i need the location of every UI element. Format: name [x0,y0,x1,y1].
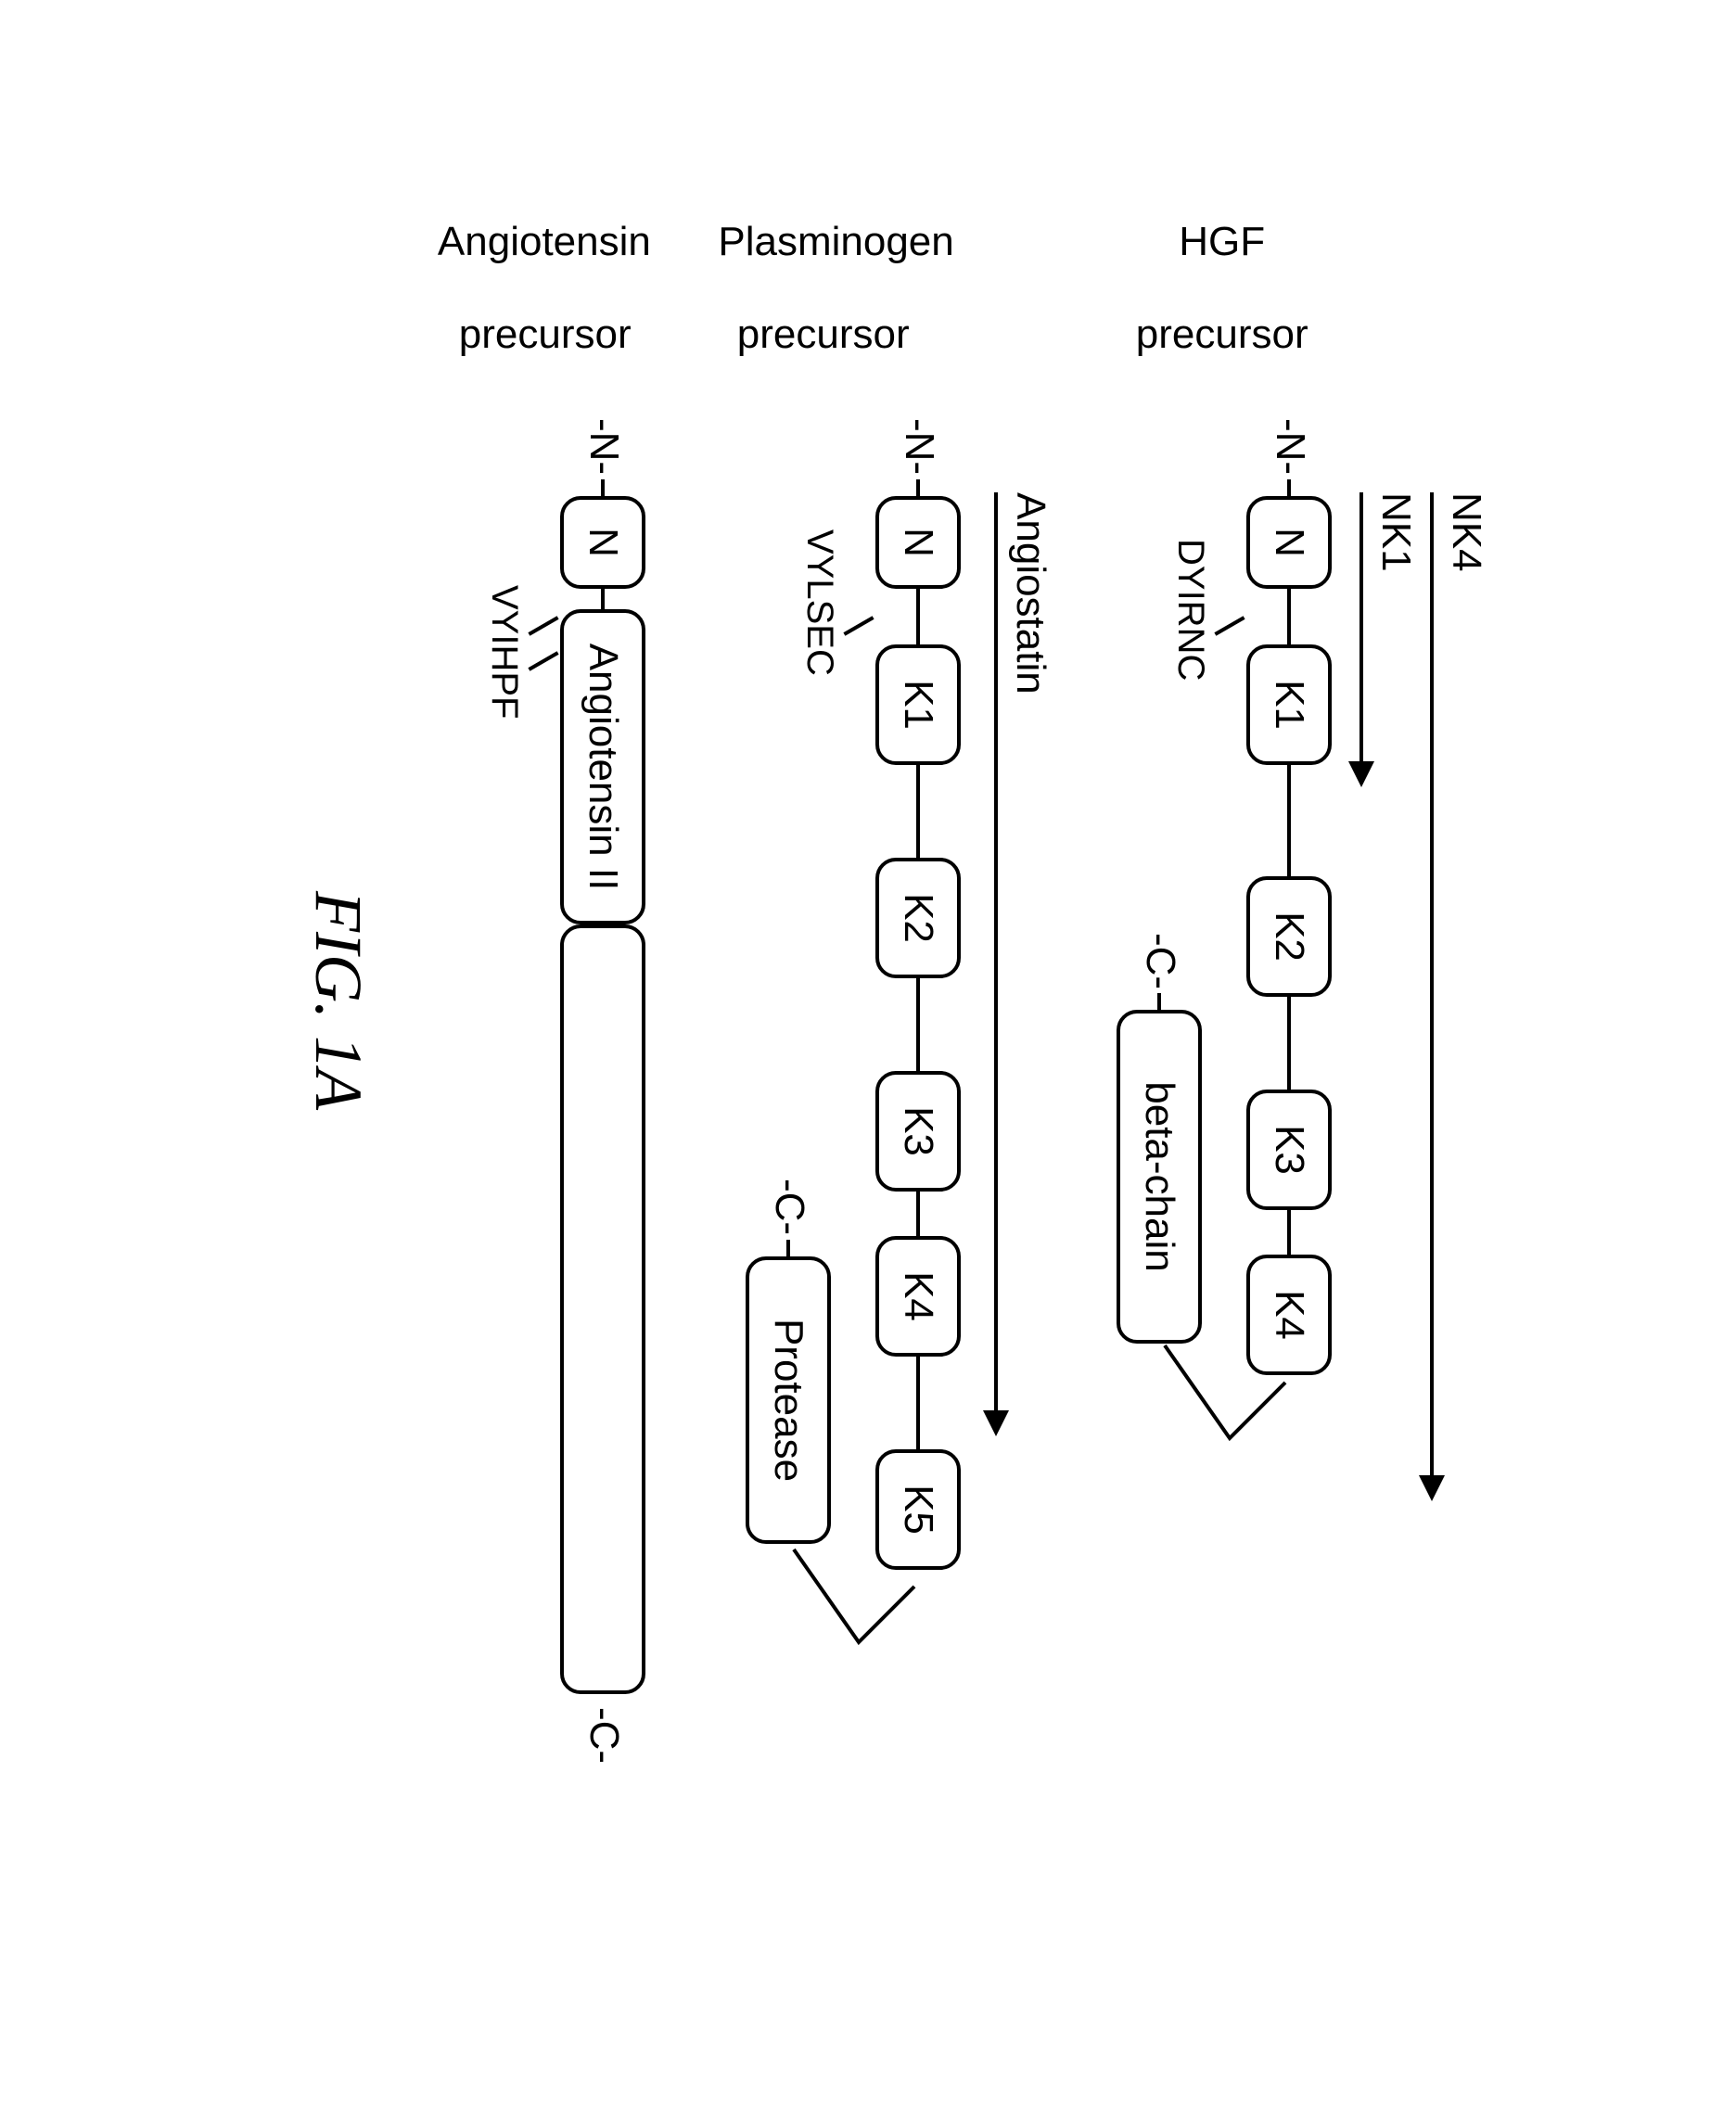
seq-hgf: DYIRNC [1169,539,1211,681]
domain-k2-hgf: K2 [1246,876,1332,997]
tick-at-1 [528,616,558,635]
vlabel-at-1: Angiotensin [438,219,651,264]
domain-k3-hgf: K3 [1246,1090,1332,1210]
chain-pg-bottom: Protease [746,1240,831,1544]
domain-angiotensin-ii: Angiotensin II [560,609,645,924]
domain-tail-at [560,924,645,1694]
domain-n-hgf: N [1246,496,1332,589]
arrow-head-angiostatin [983,1410,1009,1436]
domain-k1-pg: K1 [875,644,961,765]
domain-protease: Protease [746,1256,831,1544]
c-term-hgf: -C- [1137,933,1183,989]
vlabel-hgf-1: HGF [1179,219,1265,264]
row-label-hgf: HGF precursor [1049,172,1327,404]
arrow-line-nk1 [1359,492,1363,761]
arrow-label-nk1: NK1 [1372,492,1419,572]
domain-beta-chain: beta-chain [1117,1010,1202,1344]
domain-k4-pg: K4 [875,1236,961,1357]
arrow-head-nk1 [1348,761,1374,787]
vlabel-hgf-2: precursor [1136,312,1308,357]
connector-pg [775,1540,924,1689]
tick-pg [843,616,874,635]
vlabel-pg-1: Plasminogen [718,219,953,264]
c-term-at: -C- [581,1707,627,1764]
diagram-canvas: HGF precursor NK4 NK1 -N- N K1 K2 K3 K4 … [219,223,1517,1893]
seq-pg: VYLSEC [798,529,840,676]
vlabel-pg-2: precursor [737,312,910,357]
n-term-hgf: -N- [1267,418,1313,475]
vlabel-at-2: precursor [459,312,632,357]
arrow-head-nk4 [1419,1475,1445,1501]
chain-pg-top: N K1 K2 K3 K4 K5 [875,479,961,1570]
arrow-label-angiostatin: Angiostatin [1007,492,1053,695]
domain-n-at: N [560,496,645,589]
domain-k3-pg: K3 [875,1071,961,1192]
arrow-label-nk4: NK4 [1443,492,1489,572]
figure-caption: FIG. 1A [300,891,377,1110]
row-label-plasminogen: Plasminogen precursor [650,172,928,404]
tick-hgf [1214,616,1245,635]
chain-hgf-top: N K1 K2 K3 K4 [1246,479,1332,1375]
domain-n-pg: N [875,496,961,589]
n-term-pg: -N- [896,418,942,475]
c-term-pg: -C- [766,1179,812,1235]
n-term-at: -N- [581,418,627,475]
arrow-line-nk4 [1430,492,1434,1475]
tick-at-2 [528,651,558,670]
connector-hgf [1146,1336,1295,1485]
row-label-angiotensin: Angiotensin precursor [372,172,650,404]
seq-at: VYIHPF [483,585,525,719]
arrow-line-angiostatin [994,492,998,1410]
domain-k1-hgf: K1 [1246,644,1332,765]
domain-k2-pg: K2 [875,858,961,978]
chain-hgf-bottom: beta-chain [1117,993,1202,1344]
chain-at: N Angiotensin II [560,479,645,1694]
